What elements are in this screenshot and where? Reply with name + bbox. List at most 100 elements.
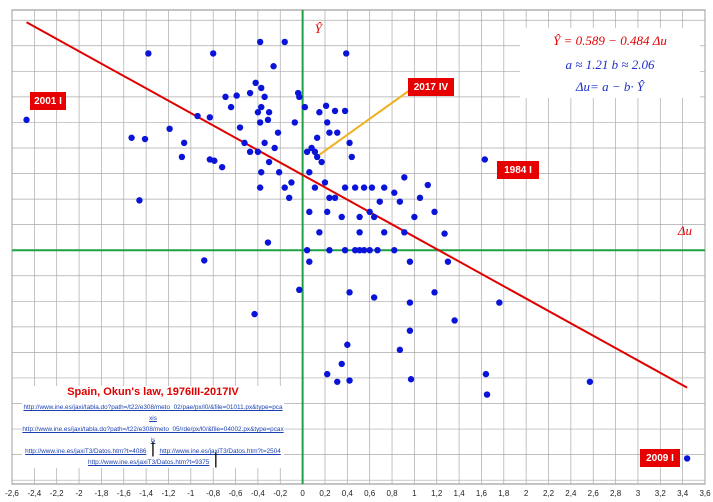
point [270, 63, 277, 70]
point [341, 107, 349, 115]
point [254, 148, 262, 156]
point [368, 184, 376, 191]
point [324, 370, 331, 378]
x-tick-label: -2,6 [5, 489, 19, 498]
source-link[interactable]: http://www.ine.es/jaxiT3/Datos.htm?t=250… [159, 448, 281, 455]
point [251, 310, 258, 318]
point [343, 50, 350, 57]
point [586, 378, 594, 385]
point [178, 153, 186, 161]
point [334, 129, 341, 136]
source-link[interactable]: http://www.ine.es/jaxiT3/Datos.htm?t=408… [25, 448, 147, 455]
point [331, 194, 339, 202]
point [128, 134, 135, 141]
point [301, 103, 309, 111]
point [23, 116, 30, 124]
x-tick-label: 2,4 [565, 489, 577, 498]
point [431, 289, 438, 296]
point [254, 109, 262, 116]
source-link[interactable]: http://www.ine.es/jaxi/tabla.do?path=/t2… [23, 404, 283, 422]
y-axis-label: Ŷ [315, 21, 324, 36]
source-link[interactable]: http://www.ine.es/jaxi/tabla.do?path=/t2… [22, 426, 284, 444]
annotation-box [408, 78, 454, 96]
point [351, 184, 359, 191]
point [346, 139, 353, 147]
point [256, 184, 264, 191]
point [374, 246, 381, 254]
point [322, 102, 330, 110]
point [211, 157, 218, 164]
point [318, 158, 325, 166]
x-tick-label: 3,6 [699, 489, 711, 498]
annotation-box [640, 449, 680, 467]
point [274, 129, 282, 136]
point [141, 135, 149, 143]
x-tick-label: 1,4 [454, 489, 466, 498]
point [209, 50, 217, 57]
point [391, 189, 398, 196]
x-tick-label: 0,2 [319, 489, 331, 498]
point [424, 181, 431, 189]
point [341, 246, 349, 254]
x-tick-label: 0,6 [364, 489, 376, 498]
source-box: Spain, Okun's law, 1976III-2017IV http:/… [22, 386, 284, 468]
x-tick-label: -0,6 [229, 489, 243, 498]
point [356, 213, 363, 221]
x-tick-label: -1,4 [139, 489, 153, 498]
point [286, 194, 293, 202]
point [222, 93, 229, 101]
point [381, 184, 388, 191]
point [396, 198, 404, 205]
equation-box [520, 28, 700, 98]
x-tick-label: 0,8 [386, 489, 398, 498]
point [326, 246, 333, 254]
x-axis-label: Δu [677, 223, 693, 238]
x-tick-label: 3 [636, 489, 641, 498]
point [326, 194, 333, 202]
point [324, 208, 331, 216]
x-tick-label: 2,2 [543, 489, 555, 498]
source-links: http://www.ine.es/jaxi/tabla.do?path=/t2… [22, 404, 284, 468]
point [271, 144, 278, 152]
point [261, 93, 268, 101]
x-tick-label: 3,4 [677, 489, 689, 498]
point [296, 93, 303, 101]
point [324, 119, 331, 126]
point [444, 258, 452, 265]
point [288, 179, 295, 186]
point [306, 208, 313, 216]
source-link[interactable]: http://www.ine.es/jaxiT3/Datos.htm?t=937… [88, 459, 210, 466]
point [381, 229, 388, 236]
point [256, 119, 264, 126]
x-tick-label: -0,4 [251, 489, 265, 498]
point [303, 148, 311, 156]
annotation-label: 2009 I [646, 453, 674, 464]
annotation-label: 1984 I [504, 165, 532, 176]
x-tick-label: 0,4 [342, 489, 354, 498]
point [482, 370, 490, 378]
point [264, 239, 272, 246]
point [321, 179, 329, 186]
point [683, 455, 691, 462]
x-tick-label: -2,4 [27, 489, 41, 498]
x-tick-label: -0,2 [273, 489, 287, 498]
point [370, 213, 378, 221]
point [401, 229, 408, 236]
point [306, 169, 313, 176]
point [406, 258, 414, 265]
point [180, 139, 188, 147]
point [258, 103, 265, 111]
point [483, 391, 491, 398]
x-tick-label: -2 [76, 489, 84, 498]
point [246, 89, 254, 97]
point [233, 92, 240, 99]
point [252, 79, 259, 87]
x-tick-label: -0,8 [206, 489, 220, 498]
x-tick-label: -1,6 [117, 489, 131, 498]
point [311, 148, 319, 156]
point [411, 213, 418, 221]
point [281, 38, 288, 46]
point [316, 229, 323, 236]
x-tick-label: 1,6 [476, 489, 488, 498]
